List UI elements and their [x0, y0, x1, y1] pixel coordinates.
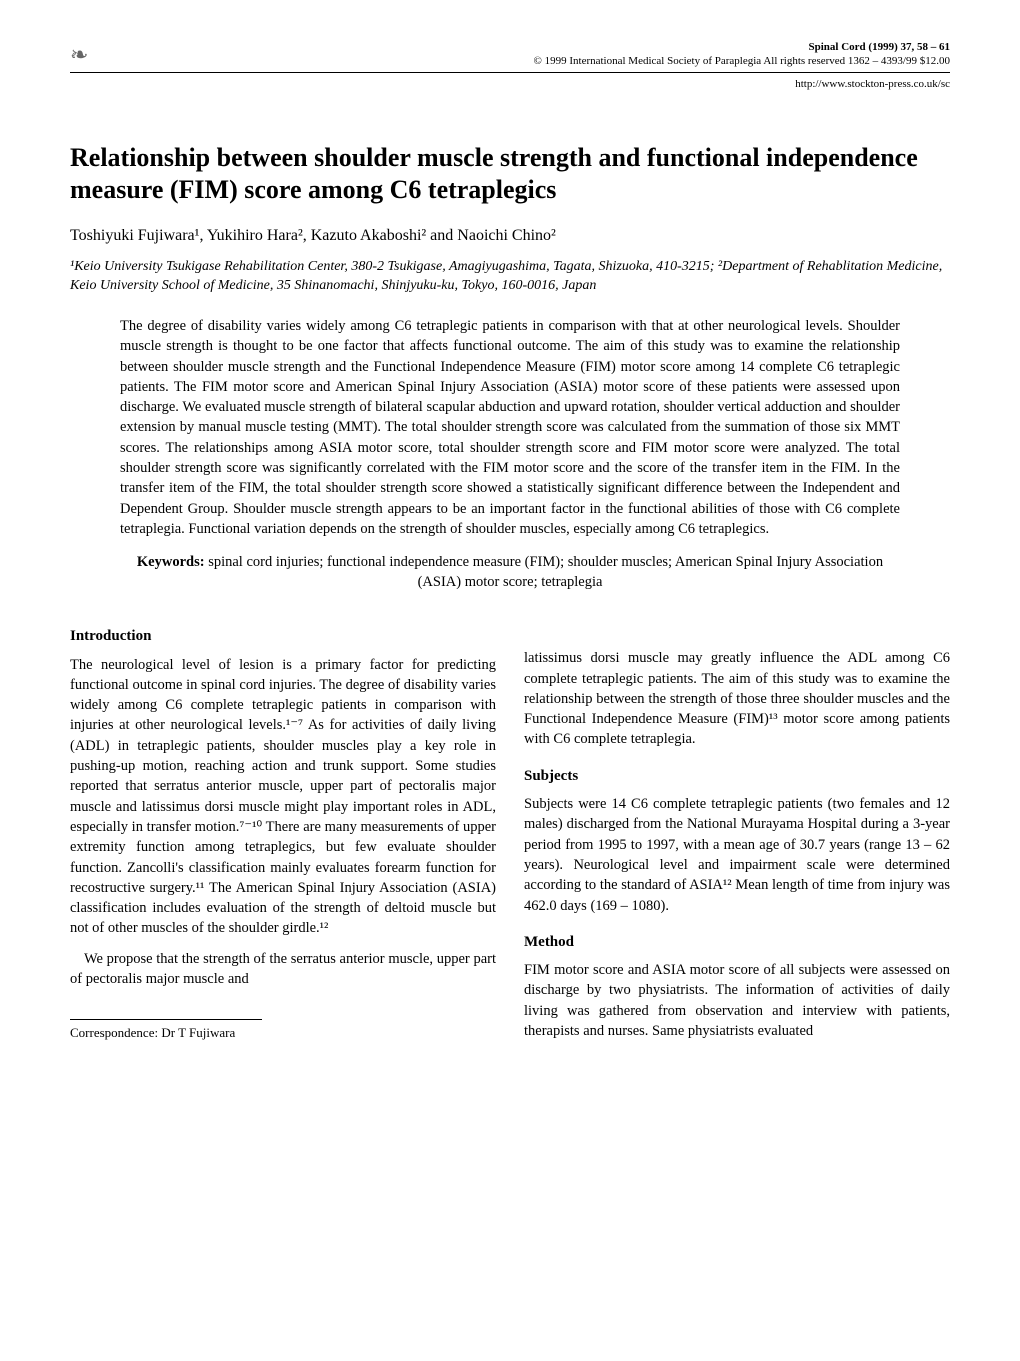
journal-url: http://www.stockton-press.co.uk/sc: [70, 77, 950, 92]
correspondence-rule: [70, 1019, 262, 1020]
affiliations: ¹Keio University Tsukigase Rehabilitatio…: [70, 258, 950, 296]
journal-header: ❧ Spinal Cord (1999) 37, 58 – 61 © 1999 …: [70, 40, 950, 73]
right-column: latissimus dorsi muscle may greatly infl…: [524, 622, 950, 1051]
article-title: Relationship between shoulder muscle str…: [70, 142, 950, 207]
journal-icon: ❧: [70, 40, 88, 70]
left-column: Introduction The neurological level of l…: [70, 622, 496, 1051]
section-heading-method: Method: [524, 932, 950, 952]
section-heading-subjects: Subjects: [524, 766, 950, 786]
journal-title-line: Spinal Cord (1999) 37, 58 – 61: [534, 40, 951, 54]
section-heading-introduction: Introduction: [70, 626, 496, 646]
journal-copyright: © 1999 International Medical Society of …: [534, 54, 951, 68]
method-p1: FIM motor score and ASIA motor score of …: [524, 960, 950, 1041]
abstract: The degree of disability varies widely a…: [120, 316, 900, 539]
subjects-p1: Subjects were 14 C6 complete tetraplegic…: [524, 794, 950, 916]
introduction-p1-right: latissimus dorsi muscle may greatly infl…: [524, 648, 950, 749]
keywords: Keywords: spinal cord injuries; function…: [120, 553, 900, 592]
keywords-text: spinal cord injuries; functional indepen…: [205, 554, 884, 590]
keywords-label: Keywords:: [137, 554, 205, 570]
authors: Toshiyuki Fujiwara¹, Yukihiro Hara², Kaz…: [70, 225, 950, 247]
body-columns: Introduction The neurological level of l…: [70, 622, 950, 1051]
introduction-p2: We propose that the strength of the serr…: [70, 949, 496, 990]
introduction-p1: The neurological level of lesion is a pr…: [70, 655, 496, 939]
correspondence: Correspondence: Dr T Fujiwara: [70, 1024, 496, 1042]
journal-meta: Spinal Cord (1999) 37, 58 – 61 © 1999 In…: [534, 40, 951, 69]
